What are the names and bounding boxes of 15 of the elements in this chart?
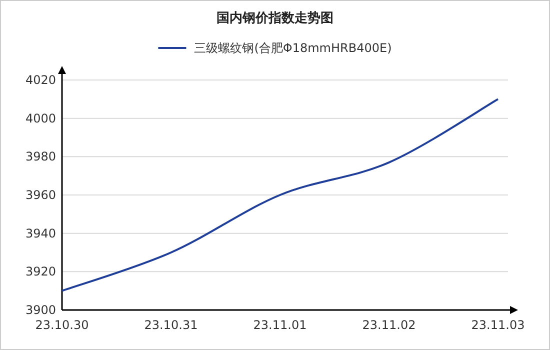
y-tick-label: 3940	[25, 226, 56, 240]
x-tick-label: 23.10.30	[35, 318, 89, 332]
line-series	[61, 98, 499, 292]
y-tick-label: 3960	[25, 188, 56, 202]
legend-label: 三级螺纹钢(合肥Φ18mmHRB400E)	[194, 41, 392, 55]
x-tick-label: 23.11.01	[253, 318, 307, 332]
y-tick-label: 3900	[25, 303, 56, 317]
x-tick-label: 23.11.03	[471, 318, 525, 332]
x-tick-label: 23.11.02	[362, 318, 416, 332]
y-tick-label: 3980	[25, 150, 56, 164]
y-tick-label: 3920	[25, 264, 56, 279]
x-tick-label: 23.10.31	[144, 318, 198, 332]
chart-title: 国内钢价指数走势图	[216, 10, 334, 26]
y-tick-label: 4000	[25, 111, 56, 126]
y-tick-label: 4020	[25, 73, 56, 87]
